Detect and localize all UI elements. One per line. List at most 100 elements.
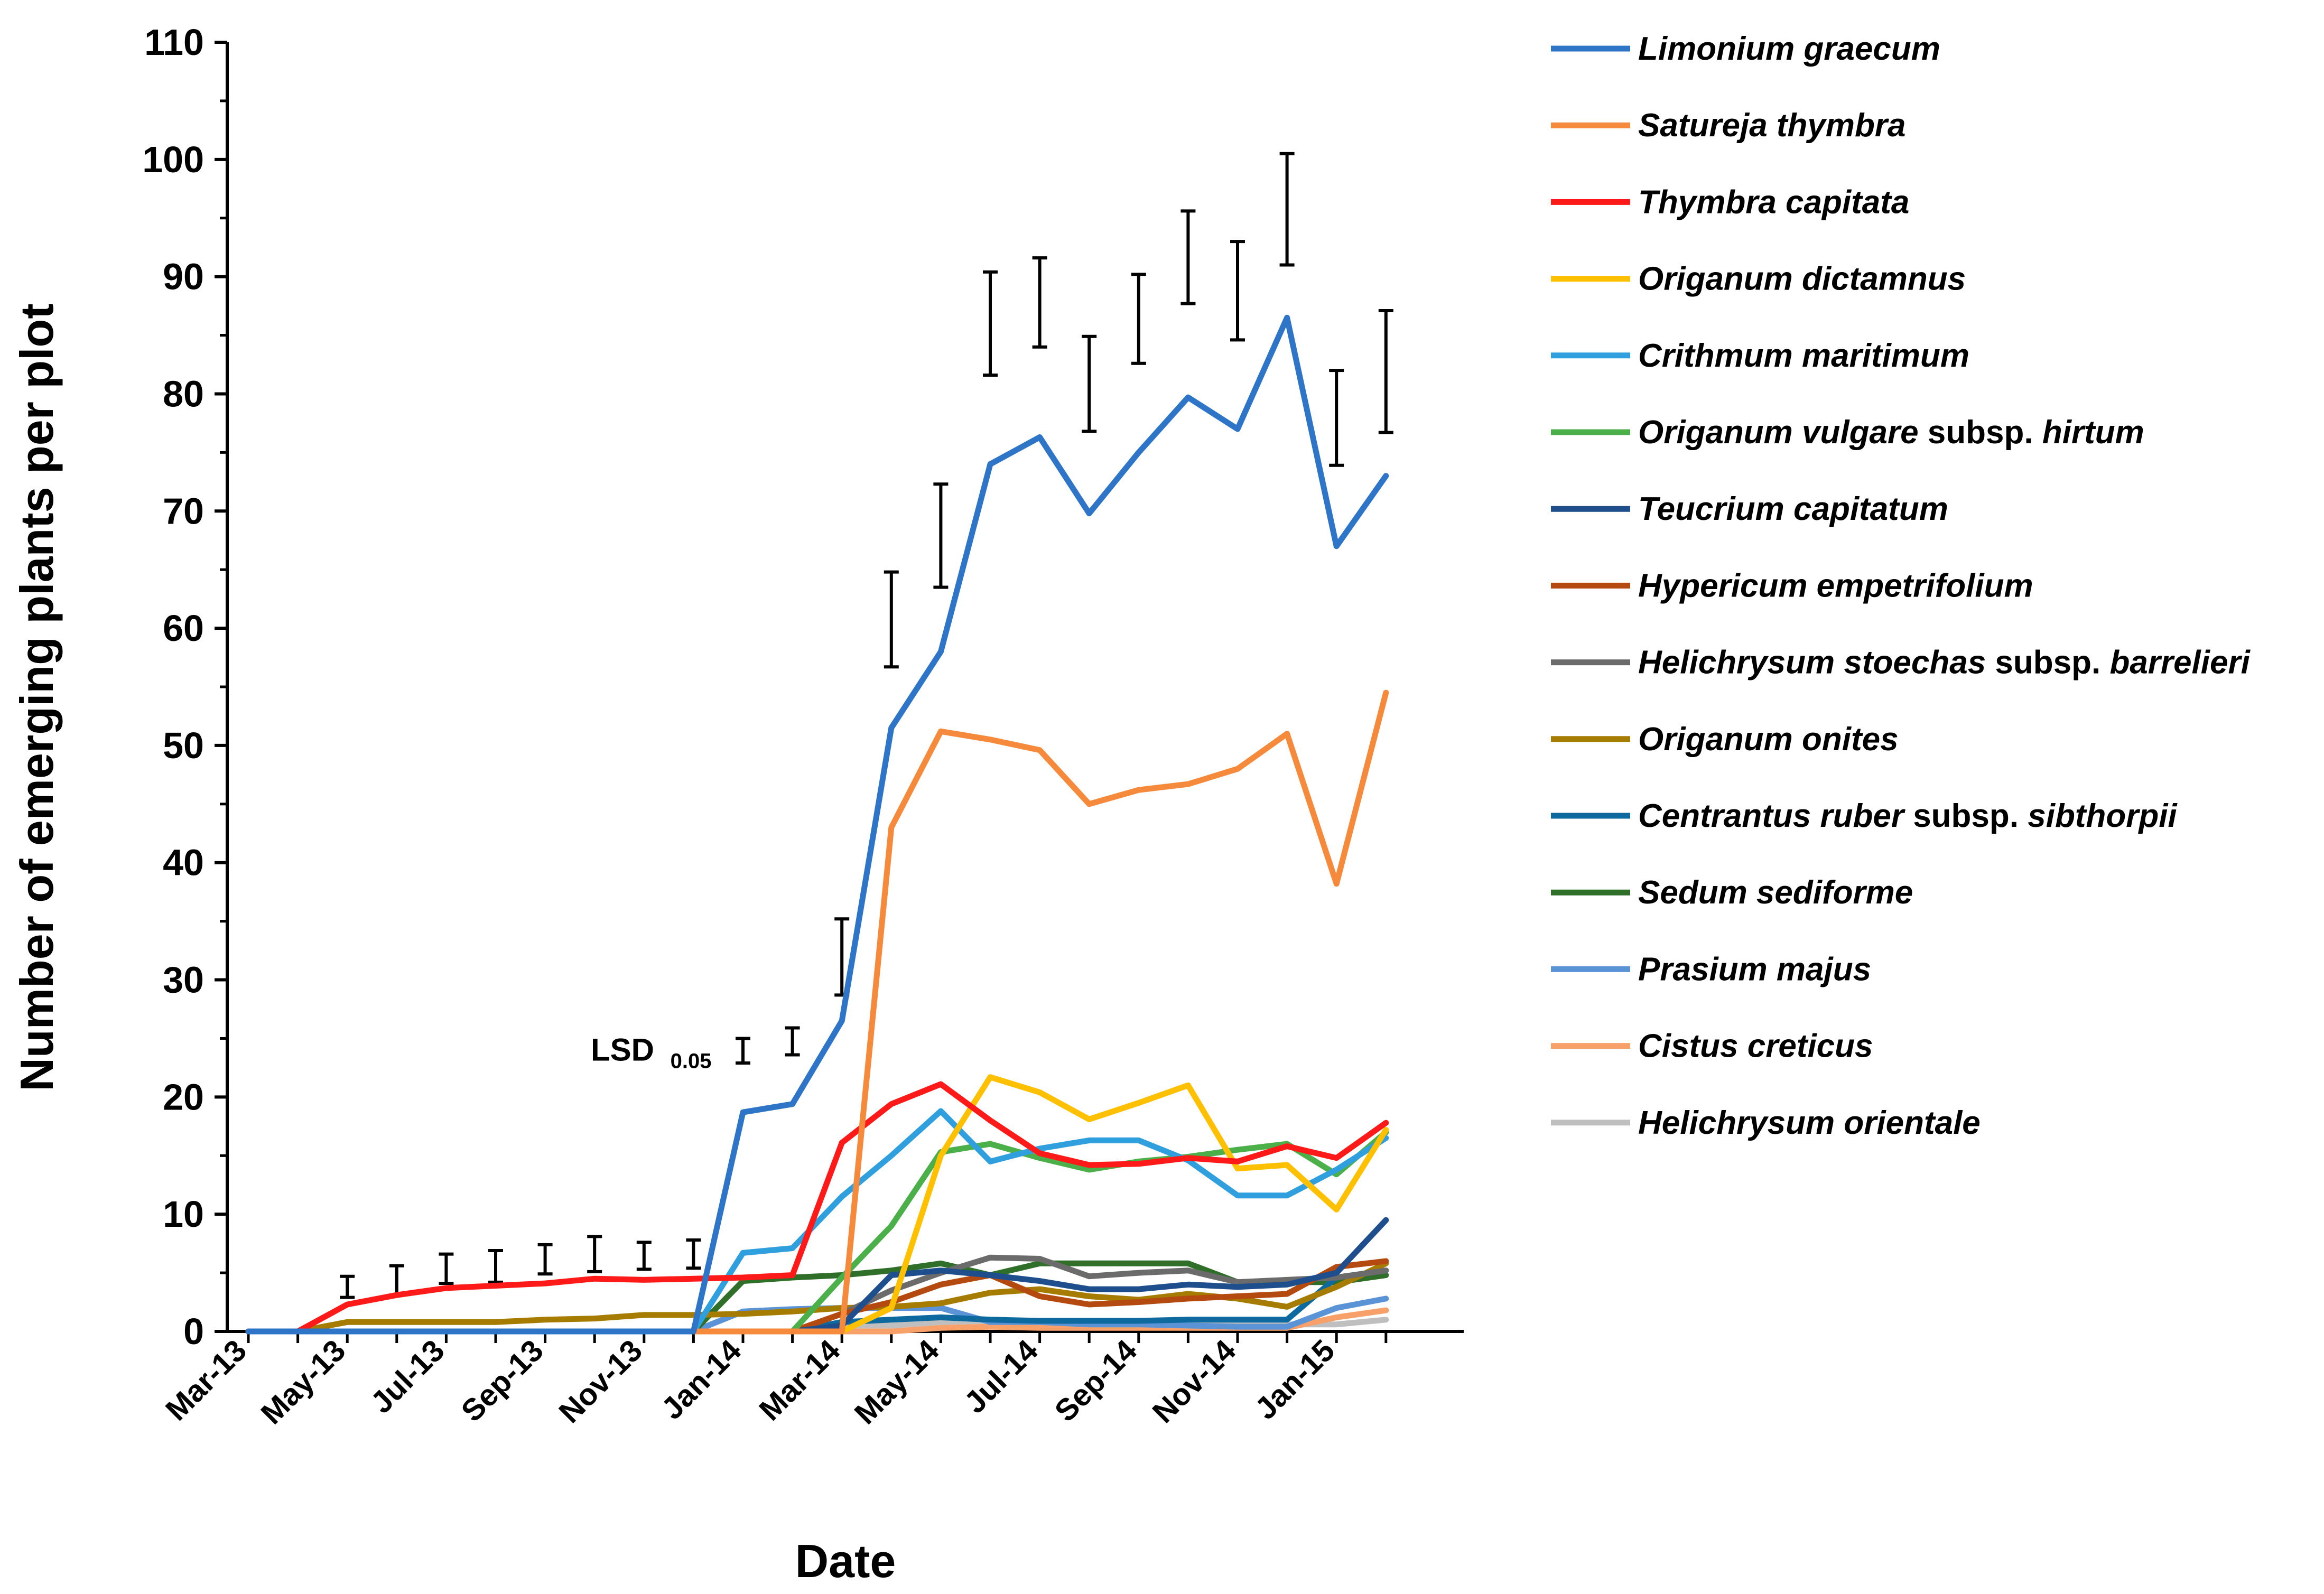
- legend-label-teucrium-capitatum: Teucrium capitatum: [1638, 491, 1948, 527]
- y-tick-label: 70: [163, 490, 204, 532]
- legend-label-part: Crithmum maritimum: [1638, 338, 1969, 374]
- legend-label-centrantus-ruber-subsp-sibthorpii: Centrantus ruber subsp. sibthorpii: [1638, 798, 2178, 834]
- legend-label-sedum-sediforme: Sedum sediforme: [1638, 874, 1913, 911]
- legend-label-origanum-onites: Origanum onites: [1638, 721, 1899, 758]
- legend-entry: Crithmum maritimum: [1551, 338, 1969, 374]
- legend-entry: Origanum dictamnus: [1551, 261, 1966, 297]
- legend-label-part: Cistus creticus: [1638, 1028, 1873, 1065]
- error-bar: [736, 1037, 750, 1065]
- y-tick-label: 40: [163, 842, 204, 883]
- legend-label-part: Hypericum empetrifolium: [1638, 567, 2033, 604]
- legend-entry: Centrantus ruber subsp. sibthorpii: [1551, 798, 2178, 834]
- legend-label-origanum-vulgare-subsp-hirtum: Origanum vulgare subsp. hirtum: [1638, 414, 2144, 451]
- lsd-subscript: 0.05: [671, 1050, 712, 1073]
- error-bar: [439, 1252, 454, 1285]
- legend-entry: Teucrium capitatum: [1551, 491, 1948, 527]
- legend-label-limonium-graecum: Limonium graecum: [1638, 31, 1940, 67]
- error-bar: [389, 1264, 404, 1297]
- legend-label-part: sibthorpii: [2028, 798, 2178, 834]
- legend-label-part: Centrantus ruber: [1638, 798, 1905, 834]
- error-bar: [636, 1241, 652, 1271]
- legend-label-part: subsp.: [1904, 798, 2028, 834]
- x-tick-label: Nov-13: [552, 1333, 649, 1430]
- error-bar: [983, 270, 998, 377]
- x-tick-label: Nov-14: [1146, 1333, 1242, 1430]
- legend-label-part: Thymbra capitata: [1638, 184, 1909, 220]
- series-line-origanum-onites: [245, 1260, 1389, 1335]
- series-lines: [245, 314, 1389, 1335]
- series-line-satureja-thymbra: [245, 689, 1389, 1335]
- error-bar: [537, 1243, 553, 1276]
- x-tick-label: Sep-14: [1048, 1333, 1144, 1428]
- error-bar: [1279, 152, 1295, 267]
- legend-label-cistus-creticus: Cistus creticus: [1638, 1028, 1873, 1065]
- error-bar: [1378, 309, 1393, 434]
- lsd-main: LSD: [591, 1032, 654, 1068]
- y-tick-label: 90: [163, 256, 204, 297]
- legend-label-helichrysum-stoechas-subsp-barrelieri: Helichrysum stoechas subsp. barrelieri: [1638, 645, 2251, 681]
- legend-label-part: Helichrysum orientale: [1638, 1105, 1981, 1141]
- x-axis-title: Date: [795, 1535, 896, 1587]
- lsd-annotation: LSD 0.05: [591, 1032, 712, 1073]
- y-tick-label: 100: [142, 139, 204, 180]
- y-tick-label: 80: [163, 373, 204, 414]
- legend-label-part: Prasium majus: [1638, 951, 1871, 987]
- x-tick-label: Jul-14: [958, 1333, 1045, 1420]
- series-line-thymbra-capitata: [245, 1081, 1389, 1335]
- legend-label-prasium-majus: Prasium majus: [1638, 951, 1871, 987]
- x-tick-label: Mar-13: [159, 1333, 253, 1427]
- legend-label-thymbra-capitata: Thymbra capitata: [1638, 184, 1909, 220]
- y-tick-label: 60: [163, 608, 204, 649]
- x-tick-label: Jan-15: [1248, 1333, 1341, 1426]
- x-tick-label: Jan-14: [655, 1333, 748, 1426]
- error-bar: [1230, 240, 1245, 342]
- y-tick-label: 110: [144, 22, 204, 63]
- error-bar: [1082, 334, 1097, 433]
- error-bars: [340, 152, 1393, 1299]
- x-tick-label: May-14: [848, 1333, 946, 1431]
- error-bar: [785, 1026, 800, 1057]
- legend-entry: Cistus creticus: [1551, 1028, 1873, 1065]
- legend-label-satureja-thymbra: Satureja thymbra: [1638, 107, 1906, 144]
- x-tick-label: Sep-13: [454, 1333, 550, 1428]
- legend-label-part: Limonium graecum: [1638, 31, 1940, 67]
- legend-entry: Origanum vulgare subsp. hirtum: [1551, 414, 2144, 451]
- y-tick-label: 50: [163, 725, 204, 766]
- y-tick-label: 0: [183, 1311, 204, 1352]
- legend-entry: Sedum sediforme: [1551, 874, 1913, 911]
- legend-label-part: Helichrysum stoechas: [1638, 645, 1986, 681]
- y-tick-label: 30: [163, 959, 204, 1001]
- error-bar: [884, 570, 899, 669]
- legend-entry: Helichrysum orientale: [1551, 1105, 1981, 1141]
- y-axis-title: Number of emerging plants per plot: [11, 303, 63, 1091]
- legend-label-origanum-dictamnus: Origanum dictamnus: [1638, 261, 1966, 297]
- legend-label-part: subsp.: [1986, 645, 2109, 681]
- legend-label-part: Origanum onites: [1638, 721, 1899, 758]
- legend-entry: Hypericum empetrifolium: [1551, 567, 2033, 604]
- series-line-limonium-graecum: [245, 314, 1389, 1335]
- legend-entry: Thymbra capitata: [1551, 184, 1909, 220]
- legend-label-part: Sedum sediforme: [1638, 874, 1913, 911]
- error-bar: [1329, 369, 1344, 467]
- legend-entry: Prasium majus: [1551, 951, 1871, 987]
- legend-label-part: Satureja thymbra: [1638, 107, 1906, 144]
- legend-entry: Satureja thymbra: [1551, 107, 1906, 144]
- legend-label-crithmum-maritimum: Crithmum maritimum: [1638, 338, 1969, 374]
- error-bar: [933, 482, 949, 589]
- x-tick-label: May-13: [254, 1333, 352, 1431]
- legend-label-helichrysum-orientale: Helichrysum orientale: [1638, 1105, 1981, 1141]
- error-bar: [587, 1235, 602, 1273]
- error-bar: [1032, 256, 1047, 349]
- error-bar: [488, 1248, 503, 1284]
- legend-entry: Helichrysum stoechas subsp. barrelieri: [1551, 645, 2251, 681]
- x-tick-label: Jul-13: [364, 1333, 451, 1420]
- legend-label-part: Origanum dictamnus: [1638, 261, 1966, 297]
- y-tick-label: 20: [163, 1076, 204, 1117]
- legend-entry: Limonium graecum: [1551, 31, 1940, 67]
- error-bar: [1131, 273, 1146, 365]
- y-tick-label: 10: [163, 1194, 204, 1235]
- error-bar: [1180, 209, 1196, 305]
- error-bar: [340, 1274, 355, 1299]
